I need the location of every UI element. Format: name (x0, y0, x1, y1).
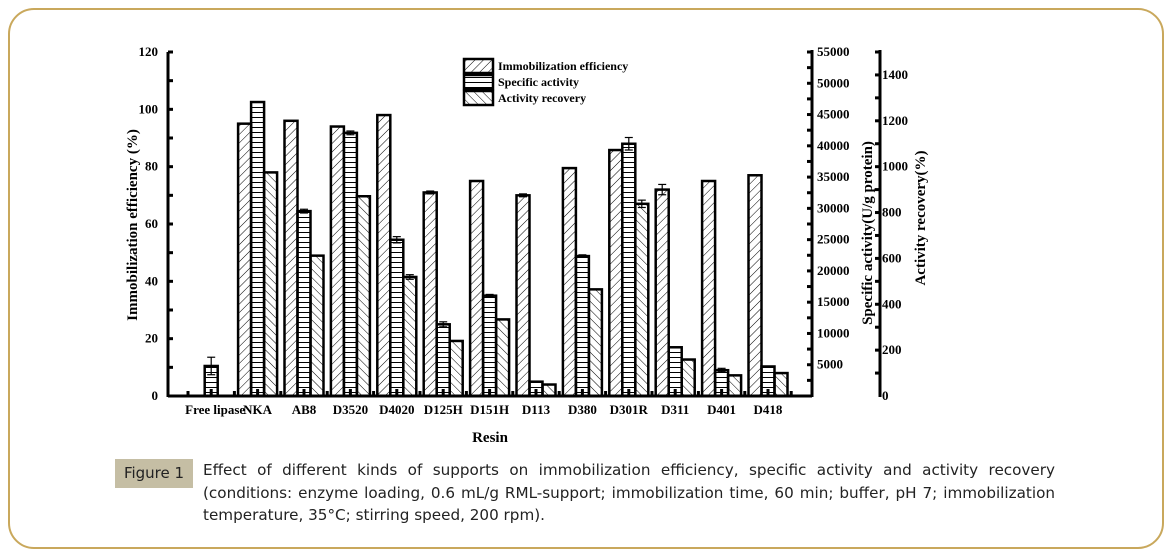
y3-tick-label: 600 (882, 250, 902, 265)
bar-forward-hatch (561, 166, 578, 398)
x-tick-label: D3520 (333, 402, 368, 417)
y2-tick-label: 20000 (817, 263, 850, 278)
y2-tick-label: 15000 (817, 294, 850, 309)
y2-tick-label: 5000 (817, 357, 843, 372)
bar-horizontal-lines (667, 346, 683, 398)
y2-tick-label: 55000 (817, 44, 850, 59)
y-axis-title: Immobilization efficiency (%) (125, 129, 141, 321)
y2-tick-label: 30000 (817, 200, 850, 215)
bars (203, 100, 789, 398)
y-tick-label: 40 (145, 273, 158, 288)
bar-forward-hatch (422, 191, 438, 398)
legend-label: Activity recovery (498, 91, 586, 105)
y3-tick-label: 800 (882, 205, 902, 220)
bar-forward-hatch (329, 125, 346, 398)
x-tick-label: AB8 (292, 402, 317, 417)
bar-back-hatch (773, 371, 789, 398)
x-tick-label: D151H (470, 402, 509, 417)
bar-back-hatch (587, 288, 604, 398)
y-tick-label: 80 (145, 159, 158, 174)
x-tick-label: NKA (243, 402, 273, 417)
x-tick-label: D4020 (379, 402, 414, 417)
y2-tick-label: 10000 (817, 325, 850, 340)
bar-forward-hatch (376, 113, 392, 398)
figure-caption: Effect of different kinds of supports on… (203, 461, 1055, 524)
bar-forward-hatch (283, 119, 299, 398)
bar-forward-hatch (515, 194, 531, 398)
y3-tick-label: 200 (882, 342, 902, 357)
x-axis-title: Resin (472, 430, 508, 446)
bar-forward-hatch (747, 174, 763, 398)
bar-back-hatch (726, 374, 743, 398)
bar-back-hatch (494, 318, 511, 398)
x-tick-label: D418 (754, 402, 783, 417)
legend-label: Specific activity (498, 75, 579, 89)
y2-tick-label: 40000 (817, 138, 850, 153)
figure-label: Figure 1 (115, 459, 193, 488)
x-tick-label: D311 (661, 402, 689, 417)
y3-tick-label: 1400 (882, 67, 908, 82)
bar-forward-hatch (608, 148, 624, 398)
bar-forward-hatch (700, 179, 717, 398)
legend: Immobilization efficiency Specific activi… (462, 57, 628, 107)
y2-tick-label: 25000 (817, 232, 850, 247)
legend-label: Immobilization efficiency (498, 59, 628, 73)
bar-back-hatch (680, 358, 696, 398)
bar-forward-hatch (468, 179, 485, 398)
y-tick-label: 60 (145, 216, 158, 231)
x-tick-label: D401 (707, 402, 736, 417)
bar-back-hatch (309, 254, 325, 398)
bar-horizontal-lines (296, 209, 312, 398)
bar-horizontal-lines (389, 238, 405, 398)
x-tick-label: D125H (424, 402, 463, 417)
bar-back-hatch (262, 171, 279, 398)
bar-horizontal-lines (249, 100, 266, 398)
y-tick-label: 120 (139, 44, 159, 59)
x-tick-label: D380 (568, 402, 597, 417)
y2-tick-label: 45000 (817, 107, 850, 122)
bar-horizontal-lines (342, 131, 359, 398)
bar-horizontal-lines (435, 323, 451, 398)
bar-forward-hatch (654, 188, 670, 398)
bar-back-hatch (355, 195, 372, 398)
y3-axis-title: Activity recovery(%) (913, 150, 929, 285)
x-tick-label: Free lipase (185, 402, 245, 417)
y-tick-label: 100 (139, 101, 159, 116)
axes: 0204060801001205000100001500020000250003… (139, 44, 909, 417)
bar-horizontal-lines (621, 142, 637, 398)
y3-tick-label: 400 (882, 296, 902, 311)
y2-axis-title: Specific activity(U/g protein) (860, 141, 876, 325)
y3-tick-label: 0 (882, 388, 889, 403)
y3-tick-label: 1200 (882, 113, 908, 128)
bar-forward-hatch (236, 122, 253, 398)
bar-back-hatch (634, 202, 650, 398)
legend-swatch (462, 57, 495, 75)
y2-tick-label: 35000 (817, 169, 850, 184)
y-tick-label: 20 (145, 331, 158, 346)
y-tick-label: 0 (152, 388, 159, 403)
x-tick-label: D301R (610, 402, 649, 417)
x-tick-label: D113 (522, 402, 551, 417)
bar-back-hatch (448, 339, 464, 398)
y2-tick-label: 50000 (817, 75, 850, 90)
y3-tick-label: 1000 (882, 159, 908, 174)
legend-swatch (462, 89, 495, 107)
bar-back-hatch (402, 275, 418, 398)
legend-swatch (462, 73, 495, 91)
bar-horizontal-lines (574, 254, 591, 398)
figure-frame (8, 8, 1164, 549)
bar-back-hatch (541, 383, 557, 398)
bar-horizontal-lines (481, 294, 498, 398)
